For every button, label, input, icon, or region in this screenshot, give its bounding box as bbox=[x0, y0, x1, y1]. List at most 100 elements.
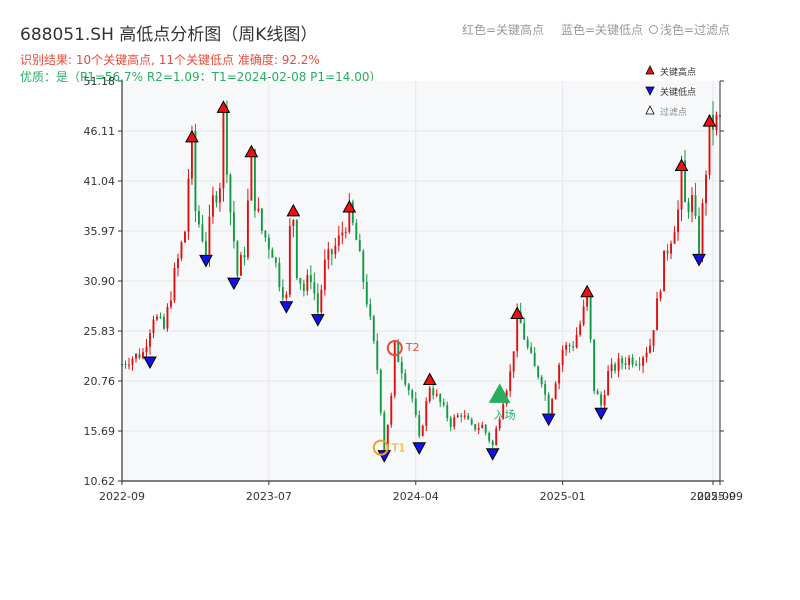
candle-body bbox=[211, 195, 214, 217]
candle-body bbox=[281, 287, 284, 299]
x-tick-label: 2023-07 bbox=[246, 490, 292, 503]
candle-body bbox=[502, 403, 505, 420]
key-low-marker bbox=[310, 314, 325, 327]
candle-body bbox=[250, 149, 253, 201]
t2-label: T2 bbox=[405, 341, 420, 354]
legend-high-marker-icon bbox=[645, 65, 655, 75]
candle-body bbox=[208, 216, 211, 257]
candle-body bbox=[603, 395, 606, 406]
candle-body bbox=[197, 211, 200, 225]
candle-body bbox=[246, 200, 249, 258]
candle-body bbox=[516, 311, 519, 352]
t1-label: T1 bbox=[391, 442, 406, 455]
candle-body bbox=[687, 202, 690, 213]
candle-body bbox=[159, 316, 162, 318]
candle-body bbox=[698, 216, 700, 258]
candle-body bbox=[642, 357, 645, 366]
candle-body bbox=[635, 364, 638, 366]
candle-body bbox=[330, 249, 333, 255]
candle-body bbox=[453, 417, 456, 427]
candle-body bbox=[215, 195, 218, 203]
key-low-marker bbox=[594, 407, 608, 421]
entry-marker bbox=[488, 383, 511, 403]
candle-body bbox=[313, 282, 316, 294]
candle-body bbox=[624, 363, 627, 366]
y-tick-label: 41.04 bbox=[84, 175, 116, 188]
hint-high-color: 红色=关键高点 bbox=[462, 23, 545, 37]
candle-body bbox=[680, 160, 683, 210]
y-tick-label: 25.83 bbox=[84, 325, 116, 338]
candle-body bbox=[544, 384, 547, 395]
key-high-marker bbox=[185, 129, 199, 143]
key-high-marker bbox=[244, 144, 259, 158]
candle-body bbox=[638, 364, 641, 366]
candle-body bbox=[488, 432, 491, 441]
candle-body bbox=[418, 415, 421, 436]
candle-body bbox=[128, 364, 130, 366]
candle-body bbox=[397, 342, 400, 363]
candle-body bbox=[652, 330, 655, 346]
candle-body bbox=[183, 231, 186, 243]
candle-body bbox=[561, 349, 564, 366]
candle-body bbox=[449, 418, 452, 427]
candle-body bbox=[428, 388, 431, 402]
candle-body bbox=[481, 424, 484, 429]
key-low-marker bbox=[692, 253, 706, 267]
candle-body bbox=[239, 255, 242, 276]
candle-body bbox=[411, 390, 414, 399]
x-tick-label: 2024-04 bbox=[393, 490, 439, 503]
candle-body bbox=[337, 235, 340, 246]
candle-body bbox=[684, 160, 686, 203]
candle-body bbox=[260, 208, 263, 231]
candle-body bbox=[414, 398, 417, 416]
candle-body bbox=[691, 195, 693, 213]
candle-body bbox=[677, 209, 679, 233]
candle-body bbox=[596, 391, 599, 395]
candle-body bbox=[257, 208, 260, 211]
candle-body bbox=[176, 258, 179, 268]
candle-body bbox=[425, 401, 428, 426]
candle-body bbox=[404, 373, 407, 385]
candle-body bbox=[628, 357, 631, 366]
hollow-circle-icon bbox=[649, 25, 658, 34]
candle-body bbox=[383, 412, 386, 450]
y-tick-label: 10.62 bbox=[84, 475, 116, 488]
candle-body bbox=[432, 388, 435, 396]
candle-body bbox=[348, 201, 351, 232]
candle-body bbox=[232, 212, 235, 242]
candle-body bbox=[439, 394, 442, 403]
candle-body bbox=[390, 395, 393, 425]
chart-title: 688051.SH 高低点分析图（周K线图） bbox=[20, 25, 318, 45]
legend-filtered-marker-icon bbox=[645, 105, 655, 115]
candle-body bbox=[341, 232, 344, 236]
candle-body bbox=[607, 371, 610, 396]
candle-body bbox=[152, 319, 155, 334]
candle-body bbox=[495, 428, 498, 446]
candle-body bbox=[306, 275, 309, 291]
candle-body bbox=[295, 220, 298, 279]
key-low-marker bbox=[199, 254, 213, 268]
candle-body bbox=[600, 394, 603, 406]
candle-body bbox=[344, 231, 347, 233]
candle-body bbox=[617, 358, 620, 371]
candle-body bbox=[131, 358, 134, 365]
candle-body bbox=[656, 298, 659, 331]
candle-body bbox=[565, 344, 568, 350]
key-high-marker bbox=[342, 199, 357, 213]
candle-body bbox=[491, 440, 494, 446]
candle-body bbox=[579, 324, 582, 335]
candle-body bbox=[170, 300, 172, 307]
quality-summary: 优质：是（P1=56.7% R2=1.09；T1=2024-02-08 P1=1… bbox=[20, 70, 382, 84]
candle-body bbox=[540, 376, 543, 385]
key-low-marker bbox=[143, 356, 157, 370]
candle-body bbox=[645, 352, 648, 358]
candle-body bbox=[320, 289, 323, 313]
candle-body bbox=[379, 369, 382, 413]
key-low-marker bbox=[377, 450, 392, 463]
candle-body bbox=[271, 249, 274, 258]
candle-body bbox=[530, 347, 533, 353]
key-low-marker bbox=[412, 442, 427, 455]
candle-body bbox=[649, 345, 652, 353]
candle-body bbox=[442, 402, 445, 405]
